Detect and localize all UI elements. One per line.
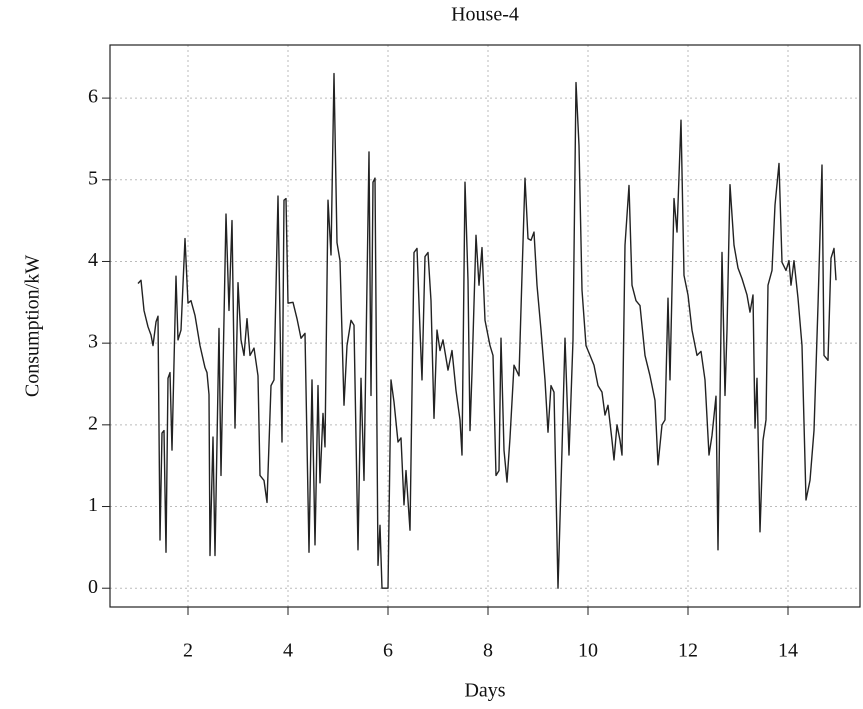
y-tick-label: 5 bbox=[88, 167, 98, 189]
x-tick-label: 12 bbox=[678, 640, 698, 662]
chart-title: House-4 bbox=[451, 4, 519, 26]
x-tick-label: 6 bbox=[383, 640, 393, 662]
y-tick-label: 2 bbox=[88, 412, 98, 434]
y-axis-label: Consumption/kW bbox=[22, 255, 44, 397]
y-tick-label: 0 bbox=[88, 576, 98, 598]
x-tick-label: 14 bbox=[778, 640, 798, 662]
x-tick-label: 8 bbox=[483, 640, 493, 662]
plot-frame bbox=[109, 44, 861, 608]
y-tick-label: 6 bbox=[88, 86, 98, 108]
data-line bbox=[137, 72, 837, 589]
x-tick-label: 4 bbox=[283, 640, 293, 662]
x-tick-label: 2 bbox=[183, 640, 193, 662]
y-tick-label: 3 bbox=[88, 331, 98, 353]
y-tick-label: 1 bbox=[88, 494, 98, 516]
y-tick-label: 4 bbox=[88, 249, 98, 271]
x-tick-label: 10 bbox=[578, 640, 598, 662]
x-axis-label: Days bbox=[464, 680, 505, 702]
